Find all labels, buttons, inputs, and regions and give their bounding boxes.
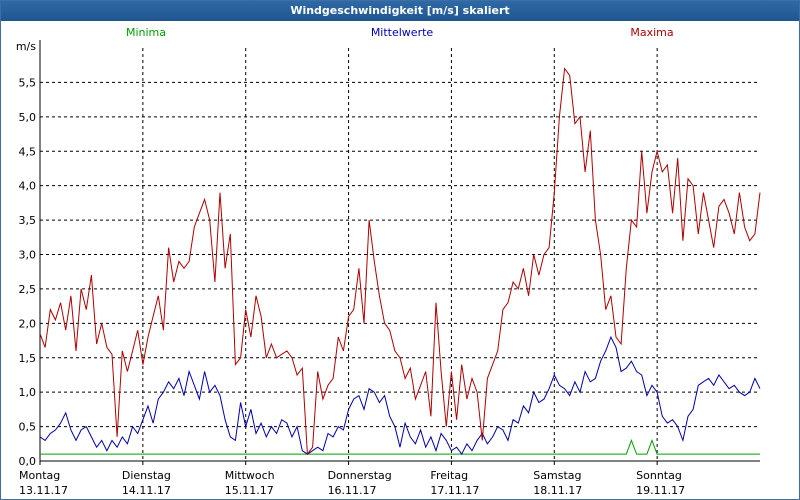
legend-minima: Minima <box>126 26 166 39</box>
x-tick-day: Samstag <box>533 469 581 482</box>
x-tick-day: Sonntag <box>636 469 682 482</box>
y-tick-label: 3,5 <box>19 214 37 227</box>
y-axis-ticks: 0,0 0,5 1,0 1,5 2,0 2,5 3,0 3,5 4,0 4,5 5,0 5,5 <box>19 76 37 468</box>
y-tick-label: 0,5 <box>19 421 37 434</box>
x-tick-day: Mittwoch <box>225 469 275 482</box>
y-tick-label: 1,0 <box>19 386 37 399</box>
x-tick-date: 13.11.17 <box>19 484 68 497</box>
x-tick-date: 16.11.17 <box>328 484 377 497</box>
window-title: Windgeschwindigkeit [m/s] skaliert <box>1 1 799 21</box>
plot-frame <box>39 40 760 462</box>
y-tick-label: 5,5 <box>19 76 37 89</box>
x-tick-day: Montag <box>19 469 60 482</box>
series-mittelwerte-line <box>39 335 761 456</box>
x-tick-date: 17.11.17 <box>430 484 479 497</box>
x-tick-day: Dienstag <box>122 469 171 482</box>
x-tick-date: 19.11.17 <box>636 484 685 497</box>
y-tick-label: 4,5 <box>19 145 37 158</box>
series-lines <box>39 67 761 456</box>
y-tick-label: 3,0 <box>19 249 37 262</box>
y-tick-label: 5,0 <box>19 111 37 124</box>
legend-mittelwerte: Mittelwerte <box>371 26 434 39</box>
y-tick-label: 0,0 <box>19 455 37 468</box>
legend-maxima: Maxima <box>630 26 673 39</box>
series-maxima-line <box>39 67 761 456</box>
x-tick-date: 15.11.17 <box>225 484 274 497</box>
x-tick-date: 18.11.17 <box>533 484 582 497</box>
x-axis-ticks: Montag 13.11.17 Dienstag 14.11.17 Mittwoch 15… <box>19 461 685 497</box>
y-tick-label: 2,0 <box>19 317 37 330</box>
x-tick-day: Donnerstag <box>328 469 392 482</box>
y-tick-label: 2,5 <box>19 283 37 296</box>
series-minima-line <box>40 438 760 455</box>
x-tick-day: Freitag <box>430 469 468 482</box>
legend: Minima Mittelwerte Maxima <box>126 26 674 39</box>
x-tick-date: 14.11.17 <box>122 484 171 497</box>
y-tick-label: 1,5 <box>19 352 37 365</box>
chart-grid <box>40 48 760 461</box>
y-tick-label: 4,0 <box>19 180 37 193</box>
y-axis-unit: m/s <box>16 40 36 53</box>
